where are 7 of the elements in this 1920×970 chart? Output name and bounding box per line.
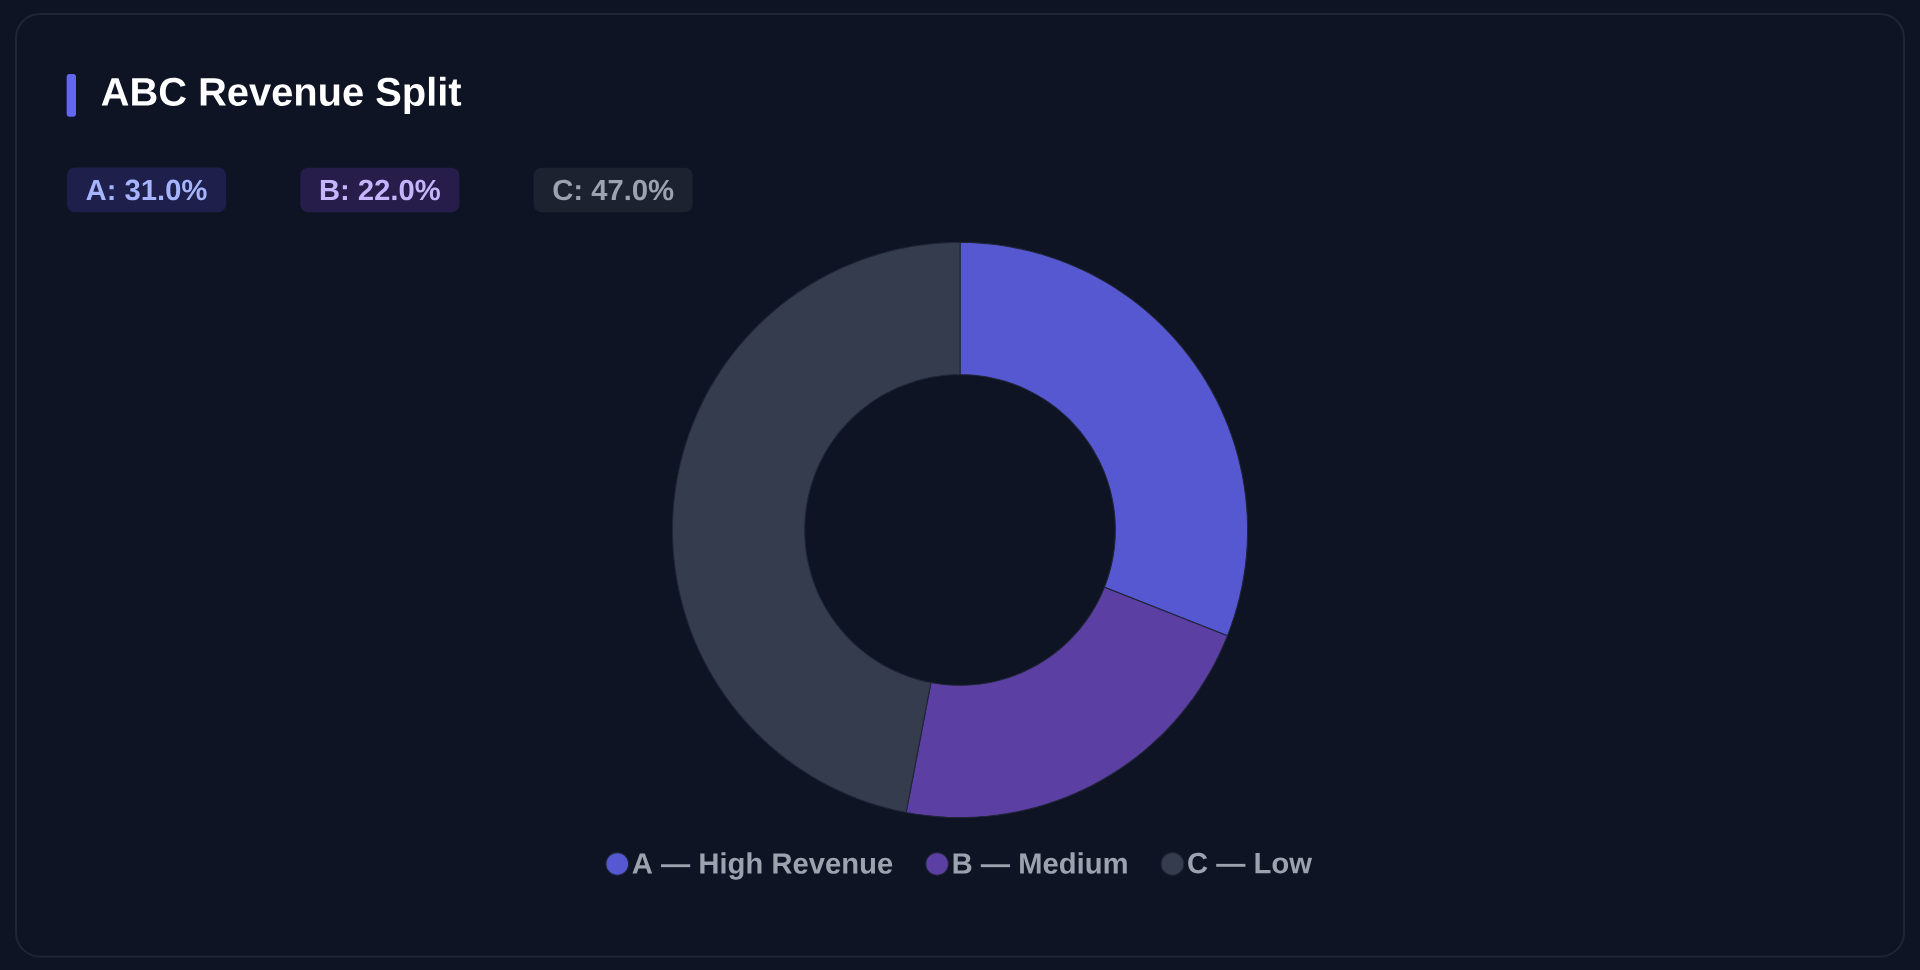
text: A: 31.0% (86, 179, 207, 201)
legend-label: B — Medium (953, 852, 1127, 874)
text: ABC Revenue Split (101, 76, 462, 114)
text: C: 47.0% (553, 179, 674, 201)
legend-label: C — Low (1188, 852, 1313, 874)
text: B: 22.0% (320, 179, 440, 201)
legend-label: A — High Revenue (632, 852, 893, 880)
